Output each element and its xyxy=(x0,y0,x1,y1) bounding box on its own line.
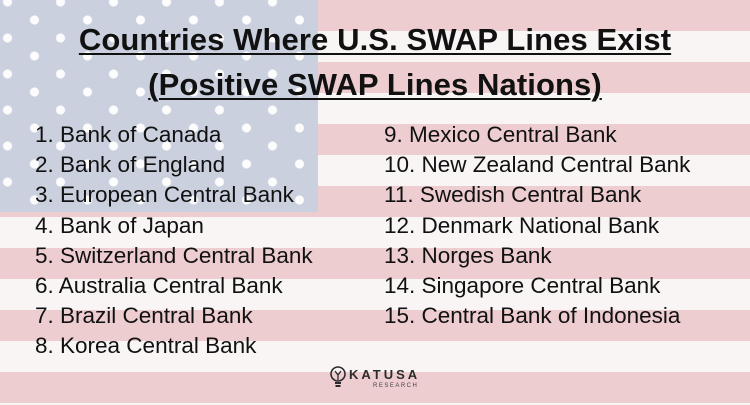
list-item: 9. Mexico Central Bank xyxy=(384,122,617,147)
list-item: 14. Singapore Central Bank xyxy=(384,273,661,299)
katusa-research-logo: KATUSA RESEARCH xyxy=(329,363,429,393)
list-item: 15. Central Bank of Indonesia xyxy=(384,303,681,329)
list-item: 10. New Zealand Central Bank xyxy=(384,152,691,178)
bank-list-right: 9. Mexico Central Bank 10. New Zealand C… xyxy=(384,120,690,331)
page-title: Countries Where U.S. SWAP Lines Exist xyxy=(78,22,672,57)
list-item: 4. Bank of Japan xyxy=(35,212,204,238)
list-item: 6. Australia Central Bank xyxy=(35,273,283,299)
list-item: 5. Switzerland Central Bank xyxy=(35,242,313,268)
list-item: 7. Brazil Central Bank xyxy=(35,303,253,329)
logo-subtitle-text: RESEARCH xyxy=(373,383,419,389)
list-item: 12. Denmark National Bank xyxy=(384,212,660,238)
page-subtitle: (Positive SWAP Lines Nations) xyxy=(148,67,602,102)
list-item: 11. Swedish Central Bank xyxy=(384,182,642,208)
lightbulb-icon xyxy=(330,366,346,387)
flag-canton-stars xyxy=(0,0,318,212)
list-item: 2. Bank of England xyxy=(35,152,226,178)
list-item: 3. European Central Bank xyxy=(35,182,294,208)
list-item: 13. Norges Bank xyxy=(384,242,552,268)
list-item: 1. Bank of Canada xyxy=(35,122,222,147)
logo-brand-text: KATUSA xyxy=(349,367,421,382)
bank-list-left: 1. Bank of Canada 2. Bank of England 3. … xyxy=(35,120,313,362)
list-item: 8. Korea Central Bank xyxy=(35,333,257,359)
